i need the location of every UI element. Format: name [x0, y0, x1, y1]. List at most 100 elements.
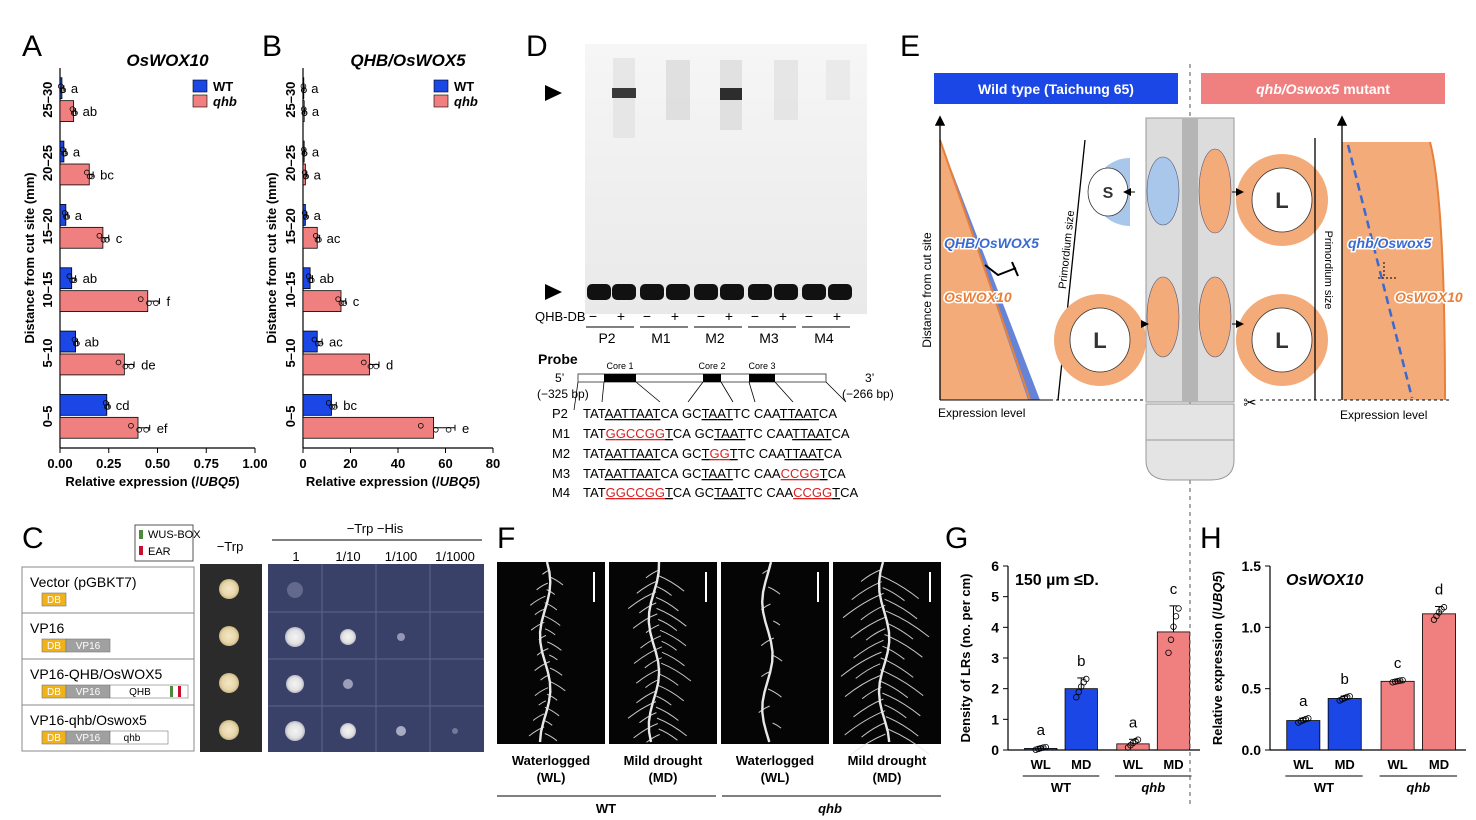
bar-qhb [302, 353, 370, 376]
lateral-root [850, 616, 887, 639]
lateral-root [842, 592, 884, 619]
data-point [96, 232, 103, 239]
y-tick-label: 5 [991, 589, 999, 605]
col-label-trp: −Trp [217, 539, 244, 554]
chart-h-oswox10-expression: 0.0 0.5 1.0 1.5 Relative expression (/UBQ5) O… [1210, 558, 1466, 795]
y-tick-label: 4 [991, 619, 999, 635]
panel-e: Wild type (Taichung 65) qhb/Oswox5 mutan… [920, 64, 1464, 805]
db-part: DB [47, 595, 61, 606]
data-point [300, 146, 307, 153]
data-point [367, 363, 374, 370]
lateral-root [861, 721, 887, 738]
lateral-root [645, 679, 659, 688]
lateral-root [762, 569, 769, 574]
shifted-band-arrow-icon [545, 85, 562, 101]
category-label: 15–20 [40, 208, 55, 244]
lateral-root [534, 661, 550, 671]
primary-root [647, 561, 661, 743]
seq-name: M3 [552, 466, 570, 481]
significance-label: ab [83, 271, 97, 286]
construct-vp16-qhb-mutant: VP16-qhb/Oswox5 [30, 712, 147, 728]
significance-label: b [1077, 653, 1085, 670]
lateral-root [840, 651, 882, 677]
sign-plus: + [617, 308, 625, 324]
data-point [303, 214, 310, 220]
cond-wt-md: Mild drought [624, 753, 703, 768]
lateral-root [544, 602, 558, 611]
data-point [360, 359, 367, 366]
significance-label: de [141, 357, 155, 372]
y-tick-label: 0.0 [1242, 742, 1262, 758]
x-tick-label: 0.25 [96, 456, 121, 471]
free-probe-bands [587, 284, 852, 300]
category-label: 20–25 [40, 145, 55, 181]
mut-qhb-gene-label: qhb/Oswox5 [1348, 235, 1431, 251]
bar-wt-wl [1286, 720, 1321, 751]
lateral-root [860, 569, 881, 582]
sign-minus: − [751, 308, 759, 324]
x-axis-label: Relative expression (/UBQ5) [306, 474, 480, 489]
significance-label: c [116, 231, 123, 246]
vp16-part: VP16 [76, 687, 101, 698]
sign-minus: − [805, 308, 813, 324]
data-point [128, 363, 134, 370]
data-point [86, 173, 93, 180]
cond-qhb-md: Mild drought [848, 753, 927, 768]
lateral-root [885, 716, 919, 737]
significance-label: a [314, 167, 322, 182]
lateral-root [880, 575, 920, 599]
five-prime: 5’ [555, 371, 564, 385]
data-point [1037, 744, 1044, 752]
small-primordium-s: S [1103, 185, 1114, 202]
lateral-root [656, 586, 672, 596]
data-point [325, 400, 332, 406]
construct-vp16-qhb: VP16-QHB/OsWOX5 [30, 666, 162, 682]
category-label: WL [1123, 757, 1143, 772]
bar-wt-md [1064, 688, 1098, 751]
lateral-root [627, 591, 657, 609]
end-bp: (−266 bp) [842, 387, 894, 401]
panel-letter-b: B [262, 30, 282, 63]
lane-p2: P2 [598, 330, 615, 346]
data-point [1075, 688, 1082, 696]
sign-minus: − [643, 308, 651, 324]
lateral-root [635, 668, 661, 684]
seq-name: M2 [552, 446, 570, 461]
qhb-part: QHB [129, 687, 151, 698]
lateral-root [657, 575, 685, 592]
lateral-root [885, 727, 930, 755]
data-point [102, 400, 109, 406]
core-3-label: Core 3 [748, 361, 775, 371]
category-label: WL [1293, 757, 1313, 772]
data-point [300, 83, 307, 90]
category-label: 0–5 [283, 405, 298, 427]
y-tick-label: 1.0 [1242, 619, 1262, 635]
lateral-root [546, 693, 558, 701]
scissors-icon: ✂ [1243, 395, 1256, 412]
lateral-root [865, 628, 886, 641]
data-point [314, 340, 321, 347]
lateral-root [760, 637, 775, 646]
bar-wt [59, 394, 108, 416]
mutant-header-text: qhb/Oswox5 mutant [1256, 81, 1390, 97]
vp16-part: VP16 [76, 641, 101, 652]
cond-wt-wl: Waterlogged [512, 753, 590, 768]
lateral-root [538, 634, 547, 641]
x-tick-label: 0.75 [194, 456, 219, 471]
qhb-db-label: QHB-DB [535, 309, 586, 324]
three-prime: 3’ [865, 371, 874, 385]
group-label: WT [1314, 780, 1334, 795]
sign-minus: − [697, 308, 705, 324]
significance-label: ab [83, 104, 97, 119]
chart-g-lr-density: 0 1 2 3 4 5 6 Density of LRs (no. per cm) 150 µm… [958, 558, 1200, 795]
seq-name: P2 [552, 406, 568, 421]
data-point [1305, 715, 1312, 722]
panel-f: Waterlogged (WL) Mild drought (MD) Water… [497, 561, 941, 816]
category-label: 5–10 [283, 339, 298, 368]
data-point [71, 336, 78, 343]
seq-m2: TATAATTAATCA GCTGGTTC CAATTAATCA [583, 446, 842, 461]
data-point [1134, 736, 1142, 743]
lateral-root [532, 713, 545, 721]
group-label: qhb [1406, 780, 1430, 795]
y-axis-label: Distance from cut site (mm) [22, 172, 37, 343]
